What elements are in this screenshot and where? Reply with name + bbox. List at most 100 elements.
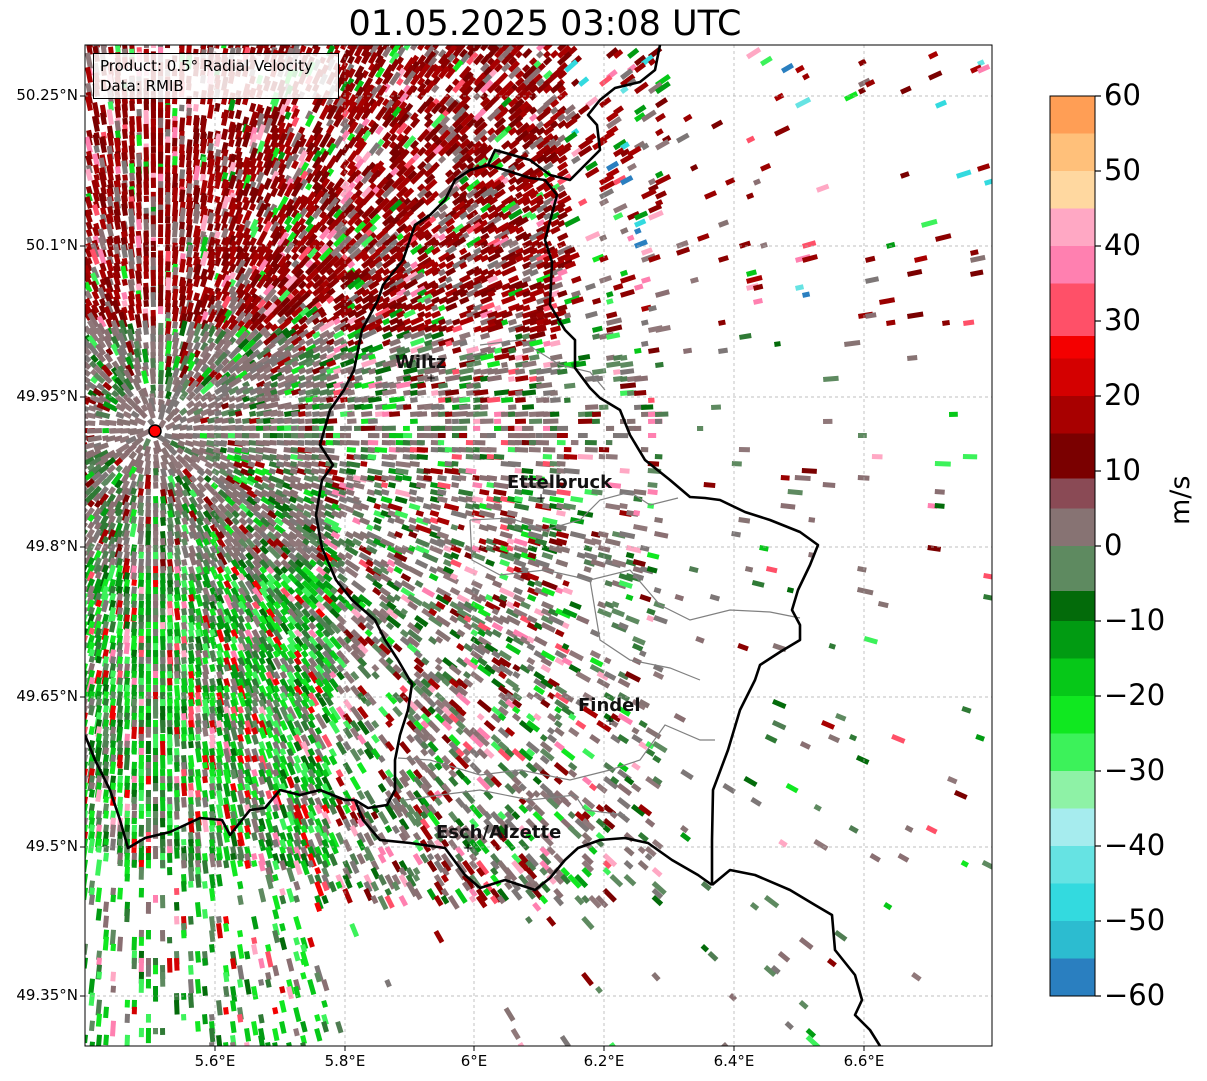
radar-echo-cell bbox=[178, 228, 185, 238]
radar-echo-cell bbox=[683, 113, 693, 123]
radar-echo-cell bbox=[410, 418, 418, 424]
radar-echo-cell bbox=[382, 139, 392, 150]
radar-echo-cell bbox=[459, 418, 471, 424]
radar-echo-cell bbox=[417, 45, 428, 51]
radar-echo-cell bbox=[577, 433, 588, 439]
radar-echo-cell bbox=[508, 139, 520, 150]
radar-echo-cell bbox=[263, 45, 271, 50]
radar-echo-cell bbox=[703, 482, 716, 489]
radar-echo-cell bbox=[249, 133, 258, 148]
radar-echo-cell bbox=[641, 404, 654, 410]
radar-echo-cell bbox=[564, 104, 576, 115]
radar-echo-cell bbox=[423, 468, 431, 474]
radar-echo-cell bbox=[907, 355, 918, 361]
radar-echo-cell bbox=[248, 433, 260, 439]
radar-echo-cell bbox=[451, 461, 459, 467]
radar-echo-cell bbox=[605, 454, 618, 460]
radar-echo-cell bbox=[501, 96, 513, 108]
radar-echo-cell bbox=[354, 105, 367, 121]
radar-echo-cell bbox=[136, 108, 142, 119]
radar-echo-cell bbox=[899, 85, 912, 95]
radar-echo-cell bbox=[857, 475, 870, 481]
radar-echo-cell bbox=[949, 411, 958, 417]
radar-echo-cell bbox=[535, 432, 543, 439]
radar-echo-cell bbox=[165, 215, 171, 224]
radar-echo-cell bbox=[486, 127, 496, 136]
radar-echo-cell bbox=[256, 112, 265, 127]
radar-echo-cell bbox=[928, 51, 939, 60]
radar-echo-cell bbox=[424, 50, 437, 65]
radar-echo-cell bbox=[550, 98, 560, 108]
radar-echo-cell bbox=[508, 60, 520, 73]
radar-echo-cell bbox=[528, 440, 537, 446]
radar-echo-cell bbox=[515, 82, 527, 94]
radar-echo-cell bbox=[410, 74, 421, 86]
radar-echo-cell bbox=[557, 69, 568, 80]
radar-echo-cell bbox=[143, 123, 149, 139]
radar-echo-cell bbox=[451, 425, 468, 431]
radar-echo-cell bbox=[150, 292, 156, 307]
radar-echo-cell bbox=[389, 90, 398, 100]
radar-echo-cell bbox=[143, 242, 149, 258]
radar-echo-cell bbox=[864, 79, 876, 88]
radar-echo-cell bbox=[325, 124, 335, 135]
radar-echo-cell bbox=[153, 467, 159, 476]
radar-echo-cell bbox=[564, 59, 579, 73]
radar-echo-cell bbox=[153, 481, 159, 489]
radar-echo-cell bbox=[515, 77, 525, 87]
radar-echo-cell bbox=[374, 125, 384, 135]
radar-echo-cell bbox=[508, 56, 517, 66]
radar-echo-cell bbox=[640, 446, 649, 453]
radar-echo-cell bbox=[382, 131, 392, 143]
radar-echo-cell bbox=[131, 579, 138, 586]
radar-echo-cell bbox=[114, 130, 121, 139]
radar-echo-cell bbox=[648, 81, 663, 95]
radar-echo-cell bbox=[339, 440, 348, 446]
radar-echo-cell bbox=[102, 428, 109, 434]
radar-echo-cell bbox=[557, 85, 566, 94]
radar-echo-cell bbox=[389, 71, 401, 86]
radar-echo-cell bbox=[423, 78, 432, 87]
radar-echo-cell bbox=[172, 107, 178, 119]
radar-echo-cell bbox=[395, 122, 408, 136]
radar-echo-cell bbox=[437, 93, 452, 108]
radar-echo-cell bbox=[437, 439, 445, 446]
radar-echo-cell bbox=[578, 104, 590, 115]
radar-echo-cell bbox=[508, 411, 516, 417]
radar-echo-cell bbox=[731, 461, 742, 467]
radar-echo-cell bbox=[612, 369, 621, 375]
radar-echo-cell bbox=[143, 101, 149, 111]
radar-echo-cell bbox=[599, 74, 613, 87]
radar-echo-cell bbox=[304, 433, 313, 439]
radar-echo-cell bbox=[354, 79, 365, 93]
radar-echo-cell bbox=[557, 425, 569, 431]
radar-echo-cell bbox=[382, 113, 395, 128]
radar-echo-cell bbox=[417, 54, 427, 65]
radar-echo-cell bbox=[124, 635, 130, 644]
radar-echo-cell bbox=[164, 229, 171, 245]
radar-echo-cell bbox=[347, 105, 360, 121]
radar-echo-cell bbox=[451, 418, 459, 424]
radar-echo-cell bbox=[655, 97, 669, 109]
radar-echo-cell bbox=[340, 68, 349, 79]
radar-echo-cell bbox=[367, 440, 379, 446]
radar-echo-cell bbox=[480, 62, 490, 73]
radar-echo-cell bbox=[655, 418, 663, 424]
radar-echo-cell bbox=[354, 71, 365, 86]
radar-echo-cell bbox=[150, 224, 156, 237]
radar-echo-cell bbox=[235, 136, 243, 148]
radar-echo-cell bbox=[543, 94, 558, 108]
radar-echo-cell bbox=[655, 112, 666, 123]
radar-echo-cell bbox=[143, 299, 149, 308]
radar-echo-cell bbox=[87, 420, 96, 426]
radar-echo-cell bbox=[249, 111, 259, 127]
radar-echo-cell bbox=[85, 52, 93, 69]
radar-echo-cell bbox=[584, 96, 599, 108]
radar-echo-cell bbox=[129, 120, 135, 132]
radar-echo-cell bbox=[795, 96, 812, 109]
radar-echo-cell bbox=[536, 137, 551, 151]
radar-echo-cell bbox=[606, 111, 619, 123]
radar-echo-cell bbox=[167, 552, 173, 560]
radar-echo-cell bbox=[143, 195, 149, 202]
radar-echo-cell bbox=[480, 53, 491, 66]
